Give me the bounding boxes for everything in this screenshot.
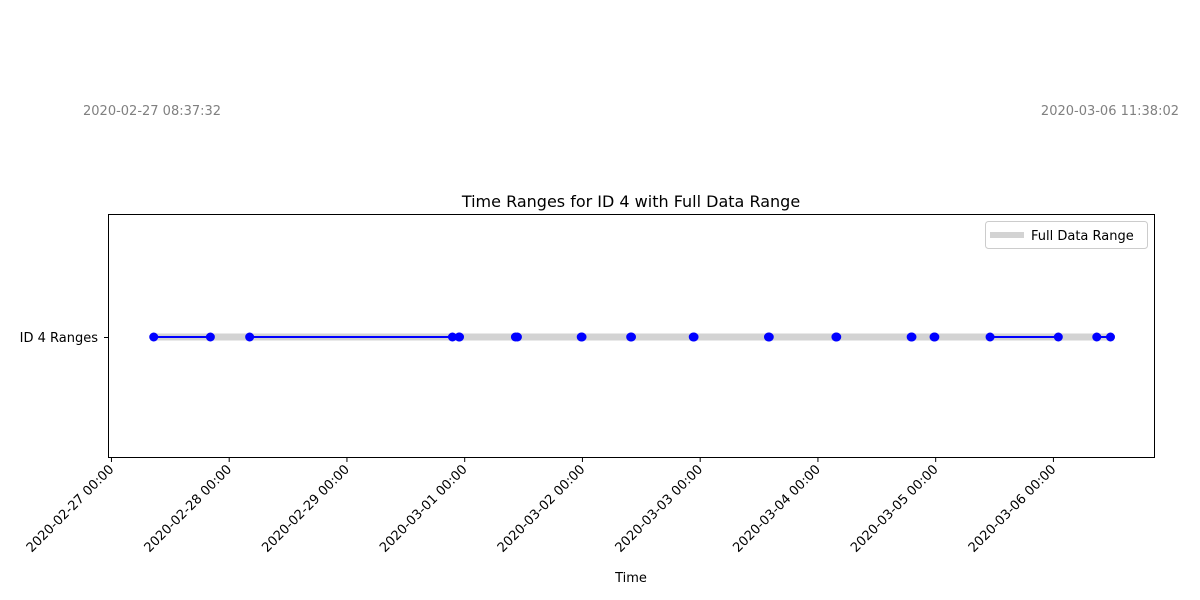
range-end-point <box>627 332 636 342</box>
range-end-point <box>455 332 465 342</box>
range-end-point <box>930 332 940 342</box>
range-start-point <box>149 332 159 342</box>
range-end-point <box>447 332 457 342</box>
legend-box <box>985 221 1148 249</box>
range-end-point <box>512 332 522 342</box>
range-start-point <box>985 332 995 342</box>
range-end-point <box>832 332 842 342</box>
range-end-point <box>907 332 917 342</box>
plot-area <box>149 332 1115 342</box>
chart-title: Time Ranges for ID 4 with Full Data Rang… <box>461 192 800 211</box>
range-end-point <box>689 332 699 342</box>
range-end-point <box>1053 332 1063 342</box>
range-end-point <box>1105 332 1115 342</box>
start-annotation: 2020-02-27 08:37:32 <box>83 104 221 119</box>
range-end-point <box>764 332 774 342</box>
end-annotation: 2020-03-06 11:38:02 <box>1041 104 1179 119</box>
x-axis: 2020-02-27 00:00 2020-02-28 00:00 2020-02-… <box>24 457 1059 556</box>
x-tick-label: 2020-03-03 00:00 <box>613 462 706 555</box>
range-start-point <box>1092 332 1102 342</box>
legend: Full Data Range <box>985 221 1148 249</box>
legend-entry: Full Data Range <box>1031 229 1134 244</box>
x-axis-label: Time <box>614 571 647 586</box>
x-tick-label: 2020-03-01 00:00 <box>377 462 470 555</box>
x-tick-label: 2020-03-05 00:00 <box>848 462 941 555</box>
x-tick-label: 2020-02-29 00:00 <box>259 462 352 555</box>
x-tick-label: 2020-02-27 00:00 <box>24 462 117 555</box>
y-axis: ID 4 Ranges <box>20 331 109 346</box>
range-start-point <box>245 332 255 342</box>
x-tick-label: 2020-03-02 00:00 <box>495 462 588 555</box>
x-tick-label: 2020-03-04 00:00 <box>730 462 823 555</box>
plot-frame <box>108 214 1155 458</box>
y-tick-label: ID 4 Ranges <box>20 331 99 346</box>
x-tick-label: 2020-03-06 00:00 <box>966 462 1059 555</box>
x-tick-label: 2020-02-28 00:00 <box>142 462 235 555</box>
range-end-point <box>577 332 587 342</box>
range-end-point <box>205 332 215 342</box>
